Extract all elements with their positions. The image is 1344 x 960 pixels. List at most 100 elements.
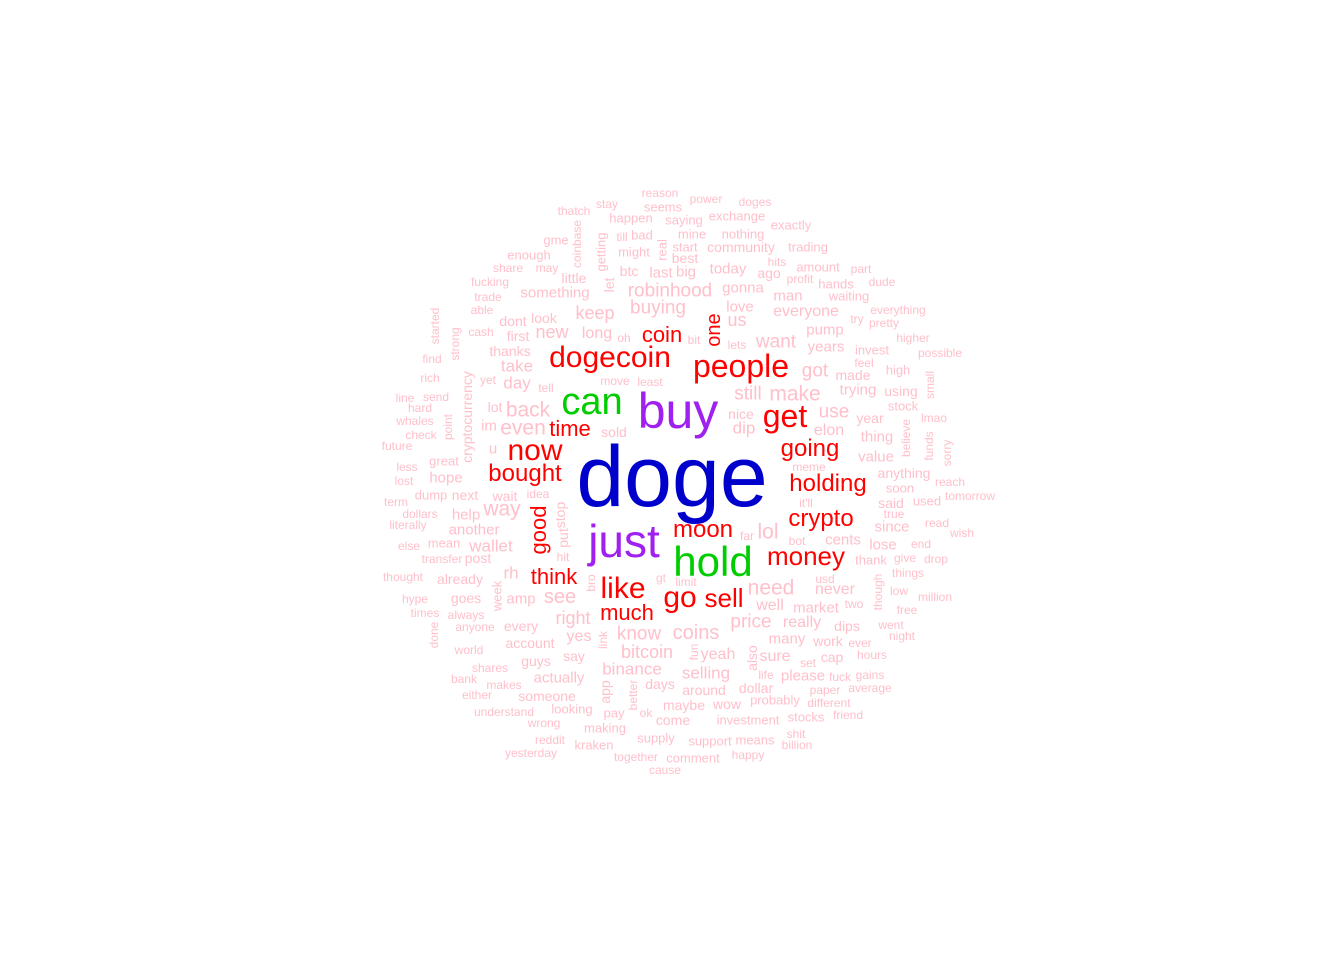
word-read: read (924, 516, 950, 530)
word-much: much (600, 600, 654, 625)
word-try: try (850, 312, 864, 326)
word-stay: stay (595, 197, 619, 211)
word-part: part (850, 262, 872, 276)
word-gains: gains (855, 668, 885, 682)
word-week: week (489, 580, 505, 612)
word-hours: hours (856, 648, 888, 662)
word-done: done (427, 621, 441, 649)
word-put: put (555, 528, 571, 548)
word-well: well (756, 597, 784, 614)
word-go: go (663, 581, 697, 614)
word-seems: seems (643, 199, 683, 215)
word-mean: mean (427, 535, 461, 551)
word-thank: thank (855, 552, 887, 568)
word-dollar: dollar (738, 680, 774, 696)
word-sorry: sorry (940, 439, 954, 467)
word-robinhood: robinhood (627, 280, 713, 302)
word-getting: getting (593, 232, 609, 272)
word-tell: tell (538, 381, 554, 395)
word-us: us (727, 310, 747, 330)
word-years: years (807, 338, 845, 356)
word-hits: hits (767, 255, 787, 269)
word-hit: hit (556, 550, 570, 564)
word-end: end (910, 537, 932, 551)
word-wait: wait (492, 488, 518, 504)
word-makes: makes (486, 678, 522, 692)
word-reddit: reddit (534, 733, 566, 747)
word-investment: investment (716, 712, 780, 728)
word-look: look (531, 310, 557, 326)
word-high: high (885, 362, 911, 378)
word-little: little (561, 270, 587, 286)
word-amp: amp (506, 590, 536, 608)
word-dollars: dollars (402, 507, 438, 521)
word-times: times (410, 606, 440, 620)
word-higher: higher (896, 331, 930, 345)
word-today: today (709, 260, 747, 278)
word-money: money (766, 541, 846, 571)
word-pump: pump (806, 321, 844, 339)
word-app: app (597, 680, 613, 704)
word-already: already (437, 571, 483, 587)
word-gt: gt (655, 571, 667, 585)
word-need: need (747, 576, 795, 600)
word-make: make (769, 382, 821, 406)
word-get: get (762, 398, 808, 434)
word-yesterday: yesterday (504, 746, 558, 760)
word-check: check (405, 428, 437, 442)
word-point: point (441, 413, 455, 441)
word-holding: holding (789, 470, 867, 497)
word-kraken: kraken (574, 737, 614, 753)
word-strong: strong (448, 327, 462, 361)
word-stock: stock (887, 398, 919, 414)
word-together: together (613, 750, 659, 764)
word-billion: billion (781, 738, 813, 752)
word-back: back (505, 398, 551, 422)
word-account: account (505, 635, 555, 651)
word-elon: elon (813, 422, 845, 439)
word-let: let (601, 277, 617, 293)
word-cause: cause (648, 763, 682, 777)
word-lot: lot (487, 399, 503, 415)
word-yet: yet (479, 373, 497, 387)
word-cryptocurrency: cryptocurrency (459, 371, 475, 463)
word-see: see (543, 586, 577, 608)
word-maybe: maybe (662, 697, 706, 713)
word-tomorrow: tomorrow (944, 489, 996, 503)
word-average: average (848, 681, 892, 695)
word-looking: looking (551, 701, 593, 717)
word-supply: supply (637, 730, 675, 746)
word-doge: doge (576, 429, 768, 525)
word-want: want (755, 331, 797, 353)
word-know: know (616, 623, 662, 645)
word-buy: buy (637, 383, 719, 439)
word-stop: stop (552, 501, 568, 529)
word-yes: yes (566, 628, 592, 645)
word-right: right (555, 608, 591, 628)
word-future: future (381, 439, 413, 453)
word-mine: mine (677, 226, 707, 242)
word-even: even (500, 416, 546, 440)
word-cents: cents (825, 531, 861, 549)
word-long: long (581, 325, 613, 342)
word-friend: friend (832, 708, 864, 722)
word-thatch: thatch (557, 204, 591, 218)
word-people: people (692, 348, 790, 384)
word-send: send (422, 390, 450, 404)
word-understand: understand (473, 705, 535, 719)
word-coins: coins (672, 622, 720, 644)
word-meme: meme (792, 460, 826, 474)
word-always: always (447, 608, 485, 622)
word-low: low (889, 584, 909, 598)
word-waiting: waiting (828, 288, 870, 304)
word-crypto: crypto (788, 505, 854, 532)
word-comment: comment (666, 750, 720, 766)
word-link: link (596, 630, 610, 650)
word-dont: dont (499, 313, 527, 329)
word-got: got (801, 360, 829, 382)
word-saying: saying (665, 212, 703, 228)
word-less: less (396, 460, 418, 474)
word-support: support (688, 733, 732, 749)
word-better: better (626, 679, 640, 711)
word-bank: bank (450, 672, 478, 686)
